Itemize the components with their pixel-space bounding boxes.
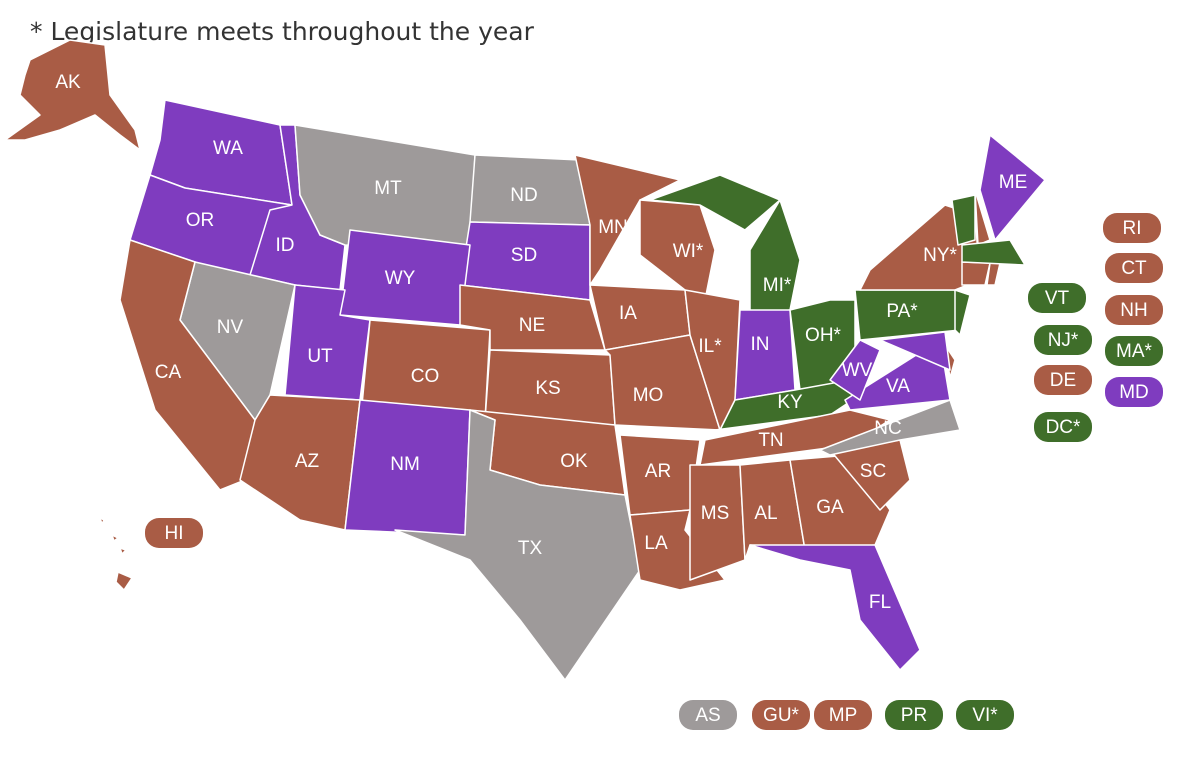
badge-label: AS	[695, 705, 720, 726]
state-label: VA	[886, 376, 910, 397]
island-shape	[111, 534, 119, 542]
badge-label: VT	[1045, 288, 1070, 309]
state-shape	[649, 174, 781, 231]
state-label: OK	[560, 451, 588, 472]
badge	[145, 518, 203, 548]
state-label: ME	[999, 172, 1028, 193]
badge-label: MA*	[1116, 341, 1153, 362]
badge	[1105, 336, 1163, 366]
state-label: NV	[217, 317, 244, 338]
badge	[1105, 295, 1163, 325]
state-label: MO	[633, 385, 664, 406]
state-shape	[604, 334, 721, 431]
state-label: AL	[754, 503, 777, 524]
island-shape	[99, 517, 105, 525]
state-label: MT	[374, 178, 402, 199]
state-label: WY	[385, 268, 416, 289]
badge-label: RI	[1123, 218, 1142, 239]
state-label: ID	[276, 235, 295, 256]
state-label: UT	[307, 346, 333, 367]
island-shape	[119, 547, 127, 555]
state-shape	[574, 154, 681, 286]
state-label: ND	[510, 185, 537, 206]
state-shape	[689, 464, 746, 581]
badge	[1028, 283, 1086, 313]
badge-label: VI*	[972, 705, 998, 726]
state-label: FL	[869, 592, 891, 613]
state-label: IA	[619, 303, 637, 324]
badge-label: MP	[829, 705, 858, 726]
badge-label: MD	[1119, 382, 1149, 403]
state-label: OR	[186, 210, 215, 231]
badge	[814, 700, 872, 730]
state-label: WA	[213, 138, 243, 159]
island-shape	[115, 571, 133, 591]
state-label: AR	[645, 461, 671, 482]
state-label: CO	[411, 366, 440, 387]
state-label: KS	[535, 378, 560, 399]
state-label: KY	[777, 392, 803, 413]
badge	[679, 700, 737, 730]
state-shape	[749, 544, 921, 671]
state-shape	[819, 399, 961, 456]
state-shape	[749, 199, 801, 316]
badge-label: HI	[165, 523, 184, 544]
badge-label: CT	[1121, 258, 1147, 279]
badge	[1105, 377, 1163, 407]
state-shape	[829, 339, 881, 401]
state-label: AZ	[295, 451, 320, 472]
badge	[885, 700, 943, 730]
badge-label: DE	[1050, 370, 1076, 391]
state-shape	[979, 134, 1046, 241]
state-label: MI*	[763, 275, 792, 296]
badge	[752, 700, 810, 730]
state-label: TX	[518, 538, 543, 559]
state-label: PA*	[886, 301, 918, 322]
state-label: NM	[390, 454, 420, 475]
state-shape	[879, 331, 951, 371]
badge	[956, 700, 1014, 730]
state-label: SD	[511, 245, 537, 266]
state-label: WV	[842, 360, 873, 381]
state-label: LA	[644, 533, 668, 554]
state-label: SC	[860, 461, 886, 482]
state-shape	[951, 194, 976, 246]
badge	[1105, 253, 1163, 283]
state-label: AK	[55, 72, 81, 93]
state-label: WI*	[673, 241, 704, 262]
state-label: CA	[155, 362, 182, 383]
badge-label: DC*	[1046, 417, 1081, 438]
badge-label: NH	[1120, 300, 1147, 321]
badge-label: NJ*	[1048, 330, 1079, 351]
state-label: IN	[751, 334, 770, 355]
state-label: OH*	[805, 325, 842, 346]
map-title: * Legislature meets throughout the year	[30, 17, 535, 46]
badge	[1034, 365, 1092, 395]
badge	[1034, 325, 1092, 355]
state-shape	[961, 261, 991, 286]
badge	[1034, 412, 1092, 442]
badge-label: PR	[901, 705, 927, 726]
state-label: MS	[701, 503, 730, 524]
state-shape	[954, 289, 971, 336]
state-label: TN	[758, 430, 783, 451]
state-shape	[4, 39, 141, 151]
state-label: NE	[519, 315, 545, 336]
state-label: NC	[874, 418, 901, 439]
badge	[1103, 213, 1161, 243]
state-label: MN	[598, 217, 628, 238]
state-label: GA	[816, 497, 844, 518]
state-label: NY*	[923, 245, 957, 266]
badge-label: GU*	[763, 705, 800, 726]
state-shape	[961, 239, 1026, 266]
state-label: IL*	[698, 336, 722, 357]
